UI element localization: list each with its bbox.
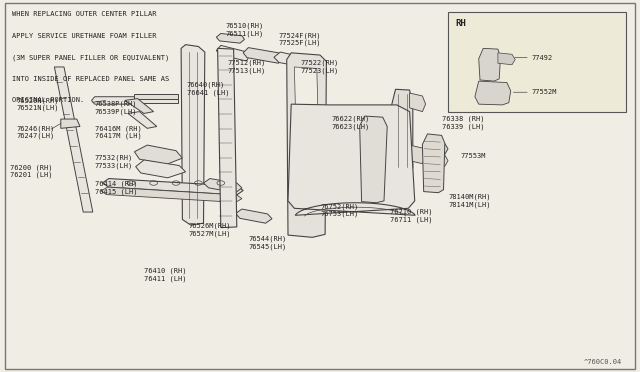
Polygon shape	[288, 104, 415, 215]
Text: 77512(RH)
77513(LH): 77512(RH) 77513(LH)	[227, 60, 266, 74]
Polygon shape	[218, 48, 237, 228]
Polygon shape	[287, 53, 326, 237]
Polygon shape	[204, 179, 242, 193]
Text: 76640(RH)
76641 (LH): 76640(RH) 76641 (LH)	[187, 81, 229, 96]
Polygon shape	[61, 119, 80, 128]
Text: 76510(RH)
76511(LH): 76510(RH) 76511(LH)	[225, 23, 264, 37]
Polygon shape	[360, 116, 387, 203]
Text: RH: RH	[456, 19, 467, 28]
Text: WHEN REPLACING OUTER CENTER PILLAR: WHEN REPLACING OUTER CENTER PILLAR	[12, 11, 156, 17]
Polygon shape	[181, 45, 205, 225]
Text: 76710 (RH)
76711 (LH): 76710 (RH) 76711 (LH)	[390, 209, 433, 223]
Polygon shape	[236, 209, 272, 223]
Text: 76246(RH)
76247(LH): 76246(RH) 76247(LH)	[16, 125, 54, 139]
Text: 77522(RH)
77523(LH): 77522(RH) 77523(LH)	[301, 60, 339, 74]
Text: 76752(RH)
76753(LH): 76752(RH) 76753(LH)	[320, 203, 358, 217]
Text: 76538P(RH)
76539P(LH): 76538P(RH) 76539P(LH)	[95, 101, 137, 115]
Polygon shape	[102, 179, 243, 195]
Text: 77552M: 77552M	[531, 89, 557, 95]
Text: 76544(RH)
76545(LH): 76544(RH) 76545(LH)	[248, 235, 287, 250]
Text: 77532(RH)
77533(LH): 77532(RH) 77533(LH)	[95, 155, 133, 169]
Polygon shape	[216, 45, 250, 61]
Polygon shape	[410, 93, 426, 112]
Text: APPLY SERVICE URETHANE FOAM FILLER: APPLY SERVICE URETHANE FOAM FILLER	[12, 33, 156, 39]
Polygon shape	[475, 81, 511, 105]
Text: 78140M(RH)
78141M(LH): 78140M(RH) 78141M(LH)	[448, 194, 490, 208]
Text: 76338 (RH)
76339 (LH): 76338 (RH) 76339 (LH)	[442, 116, 484, 130]
Text: 76520N(RH)
76521N(LH): 76520N(RH) 76521N(LH)	[16, 97, 58, 111]
Text: (3M SUPER PANEL FILLER OR EQUIVALENT): (3M SUPER PANEL FILLER OR EQUIVALENT)	[12, 54, 169, 61]
Text: INTO INSIDE OF REPLACED PANEL SAME AS: INTO INSIDE OF REPLACED PANEL SAME AS	[12, 76, 169, 82]
Text: 76416M (RH)
76417M (LH): 76416M (RH) 76417M (LH)	[95, 125, 141, 139]
Polygon shape	[128, 112, 157, 128]
Polygon shape	[54, 67, 93, 212]
Polygon shape	[294, 67, 318, 120]
Text: 76410 (RH)
76411 (LH): 76410 (RH) 76411 (LH)	[144, 267, 186, 282]
Text: 76414 (RH)
76415 (LH): 76414 (RH) 76415 (LH)	[95, 181, 137, 195]
Text: 76200 (RH)
76201 (LH): 76200 (RH) 76201 (LH)	[10, 164, 52, 178]
Polygon shape	[134, 145, 182, 164]
Polygon shape	[92, 97, 138, 104]
Polygon shape	[101, 187, 242, 202]
Text: 77492: 77492	[531, 55, 552, 61]
Polygon shape	[422, 134, 445, 193]
Polygon shape	[498, 53, 515, 65]
Polygon shape	[216, 33, 244, 43]
Polygon shape	[424, 153, 448, 166]
Polygon shape	[134, 99, 178, 103]
Polygon shape	[134, 94, 178, 99]
Text: ORIGINAL PORTION.: ORIGINAL PORTION.	[12, 97, 84, 103]
Text: 77524F(RH)
77525F(LH): 77524F(RH) 77525F(LH)	[278, 32, 321, 46]
Text: 76622(RH)
76623(LH): 76622(RH) 76623(LH)	[332, 116, 370, 130]
Text: 77553M: 77553M	[461, 153, 486, 159]
Polygon shape	[274, 52, 312, 68]
Text: 76526M(RH)
76527M(LH): 76526M(RH) 76527M(LH)	[189, 223, 231, 237]
Polygon shape	[410, 145, 426, 164]
Polygon shape	[479, 48, 500, 81]
Polygon shape	[243, 48, 283, 63]
Polygon shape	[136, 160, 186, 178]
Text: ^760C0.04: ^760C0.04	[584, 359, 622, 365]
Polygon shape	[392, 89, 413, 171]
Polygon shape	[125, 99, 154, 113]
Bar	[448, 12, 626, 112]
Polygon shape	[424, 141, 448, 154]
